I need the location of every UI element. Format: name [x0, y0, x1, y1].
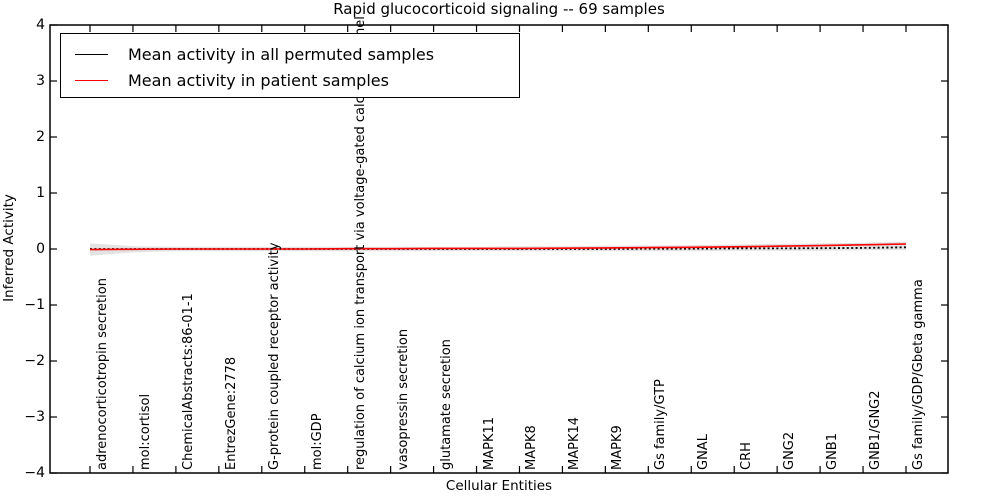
- x-tick-label: MAPK14: [567, 416, 583, 470]
- y-tick-label: 2: [36, 129, 45, 145]
- x-tick-label: CRH: [739, 442, 755, 470]
- y-tick-label: 1: [36, 185, 45, 201]
- x-tick-label: GNAL: [696, 434, 712, 470]
- chart-title: Rapid glucocorticoid signaling -- 69 sam…: [333, 0, 665, 18]
- x-tick-label: G-protein coupled receptor activity: [266, 242, 282, 470]
- x-tick-label: ChemicalAbstracts:86-01-1: [180, 293, 196, 470]
- y-tick-label: 4: [36, 17, 45, 33]
- x-tick-label: GNG2: [782, 431, 798, 470]
- legend-label-permuted: Mean activity in all permuted samples: [128, 44, 435, 64]
- x-tick-label: MAPK11: [481, 416, 497, 470]
- legend-label-patient: Mean activity in patient samples: [128, 70, 389, 90]
- x-tick-label: vasopressin secretion: [395, 328, 411, 470]
- y-tick-label: −1: [24, 297, 45, 313]
- x-tick-label: Gs family/GDP/Gbeta gamma: [911, 279, 926, 470]
- legend-item-permuted: Mean activity in all permuted samples: [75, 41, 519, 67]
- x-tick-label: MAPK8: [524, 425, 540, 470]
- legend-line-black: [75, 53, 108, 55]
- x-tick-label: EntrezGene:2778: [223, 356, 239, 470]
- legend-line-red: [75, 79, 108, 81]
- tick-marks: [50, 24, 948, 474]
- line-patient-mean: [89, 243, 907, 251]
- y-tick-label: 0: [36, 241, 45, 257]
- x-tick-label: mol:GDP: [309, 413, 325, 470]
- y-tick-label: 3: [36, 73, 45, 89]
- x-tick-label: glutamate secretion: [438, 339, 454, 470]
- x-tick-label: mol:cortisol: [137, 393, 153, 470]
- y-tick-label: −3: [24, 409, 45, 425]
- y-tick-label: −2: [24, 353, 45, 369]
- x-tick-label: GNB1: [825, 433, 841, 470]
- legend: Mean activity in all permuted samples Me…: [60, 33, 520, 98]
- x-tick-label: MAPK9: [610, 425, 626, 470]
- x-tick-label: adrenocorticotropin secretion: [95, 278, 110, 470]
- y-tick-label: −4: [24, 465, 45, 481]
- x-tick-label: GNB1/GNG2: [868, 390, 884, 470]
- x-tick-label: Gs family/GTP: [653, 379, 669, 470]
- x-axis-title: Cellular Entities: [445, 478, 553, 494]
- legend-item-patient: Mean activity in patient samples: [75, 67, 519, 93]
